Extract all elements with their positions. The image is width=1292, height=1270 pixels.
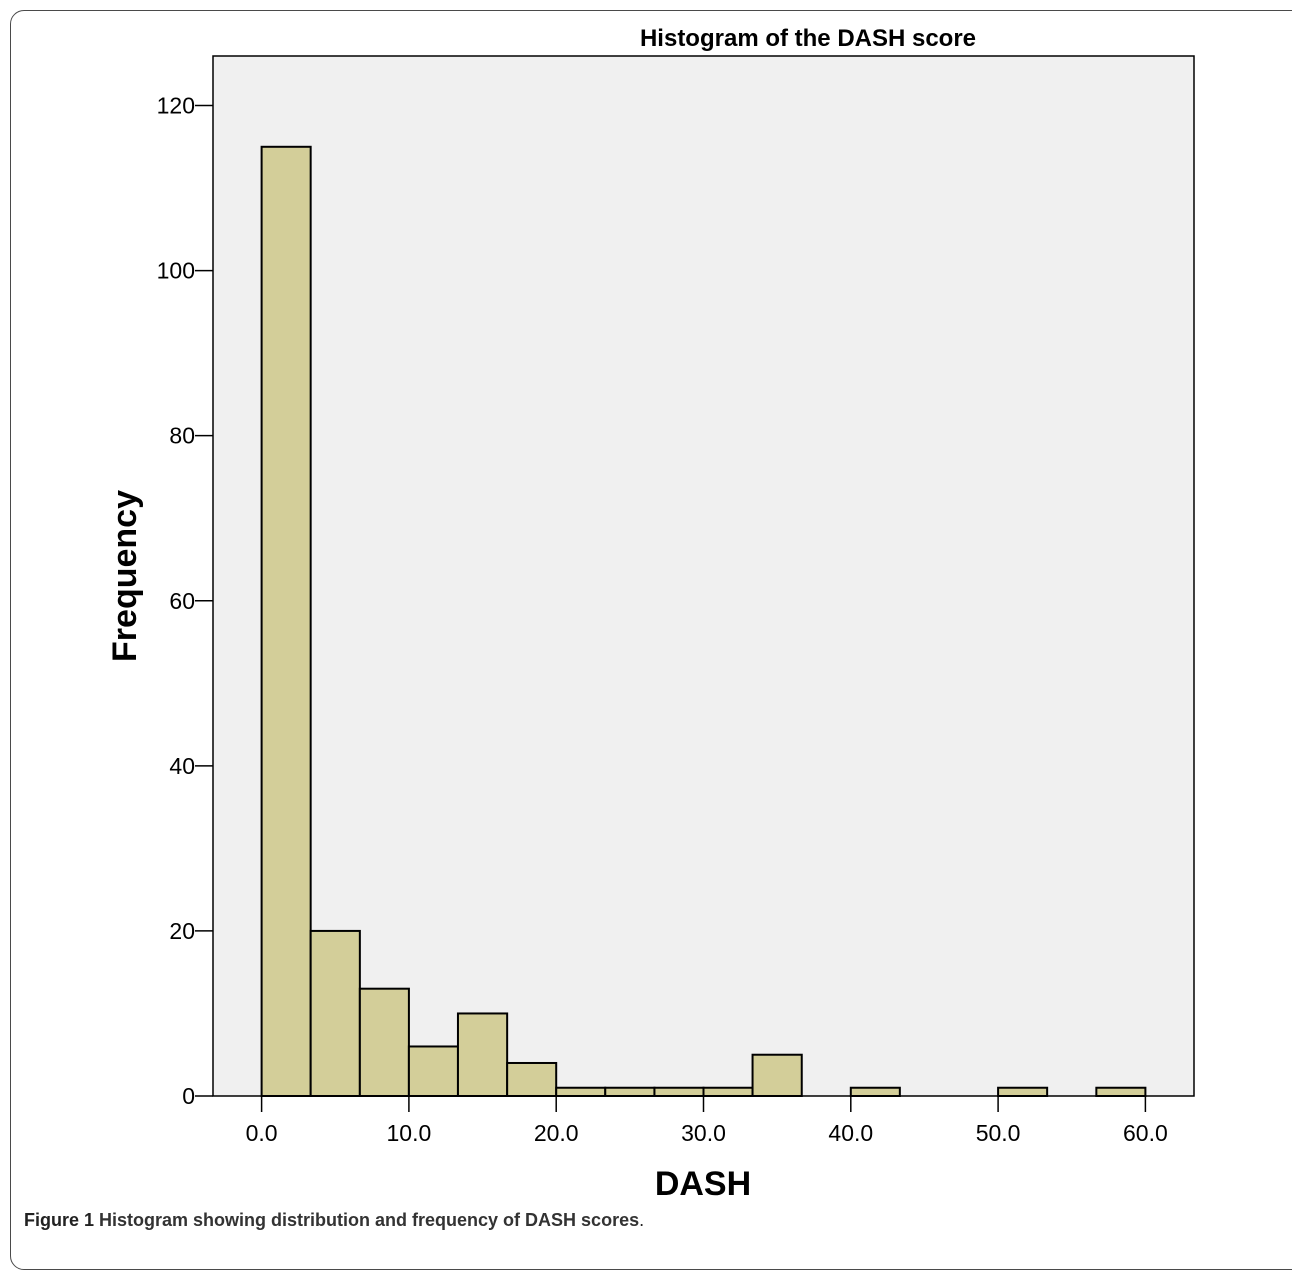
histogram-bar — [456, 1012, 509, 1098]
histogram-bar — [1095, 1086, 1147, 1097]
histogram-bar — [849, 1086, 901, 1097]
x-tick-label: 50.0 — [976, 1120, 1021, 1146]
caption-end: . — [639, 1210, 645, 1230]
y-tick-label: 40 — [169, 753, 195, 779]
x-tick-label: 30.0 — [681, 1120, 726, 1146]
x-tick-label: 0.0 — [246, 1120, 278, 1146]
axes-layer: 0 20 40 60 80 100 120 0.0 10.0 20.0 30.0 40.0 50.0 60… — [157, 93, 1168, 1146]
x-tick-label: 10.0 — [387, 1120, 432, 1146]
y-tick-label: 120 — [157, 93, 195, 119]
histogram-bar — [702, 1086, 754, 1097]
x-axis-label: DASH — [655, 1165, 751, 1200]
y-tick-label: 100 — [157, 258, 195, 284]
figure-caption: Figure 1 Histogram showing distribution … — [24, 1210, 644, 1231]
bars-layer — [260, 145, 1147, 1098]
histogram-bar — [604, 1086, 656, 1097]
x-tick-label: 20.0 — [534, 1120, 579, 1146]
histogram-chart: 0 20 40 60 80 100 120 0.0 10.0 20.0 30.0 40.0 50.0 60… — [106, 25, 1195, 1200]
histogram-bar — [407, 1045, 459, 1098]
caption-label: Figure 1 — [24, 1210, 95, 1230]
x-tick-label: 40.0 — [828, 1120, 873, 1146]
histogram-bar — [260, 145, 312, 1098]
histogram-bar — [555, 1086, 607, 1097]
histogram-bar — [358, 987, 410, 1098]
y-tick-label: 20 — [169, 918, 195, 944]
histogram-bar — [751, 1053, 803, 1097]
chart-title: Histogram of the DASH score — [640, 25, 976, 52]
histogram-bar — [506, 1061, 558, 1098]
y-axis-label: Frequency — [106, 490, 144, 662]
y-tick-label: 0 — [182, 1083, 195, 1109]
x-tick-label: 60.0 — [1123, 1120, 1168, 1146]
histogram-bar — [997, 1086, 1049, 1097]
caption-text: Histogram showing distribution and frequ… — [99, 1210, 640, 1230]
histogram-bar — [653, 1086, 705, 1097]
histogram-bar — [309, 929, 361, 1098]
y-tick-label: 80 — [169, 423, 195, 449]
y-tick-label: 60 — [169, 588, 195, 614]
